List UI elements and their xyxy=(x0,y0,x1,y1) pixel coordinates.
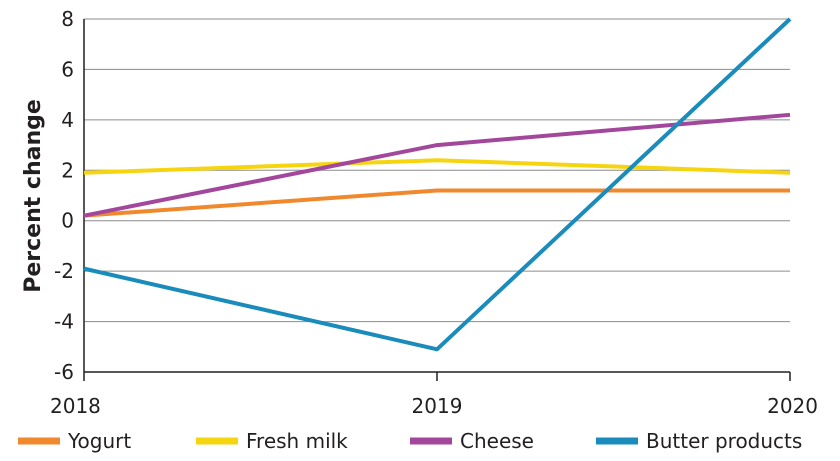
series-line-cheese xyxy=(83,112,791,218)
legend-label-yogurt: Yogurt xyxy=(67,429,131,453)
series-line-butter-products xyxy=(83,17,792,352)
series-line-yogurt xyxy=(83,188,790,218)
legend-label-cheese: Cheese xyxy=(460,429,534,453)
y-tick-label: 4 xyxy=(61,108,74,132)
series-lines xyxy=(83,17,792,352)
x-tick-label: 2018 xyxy=(50,394,101,418)
y-tick-label: 2 xyxy=(61,158,74,182)
y-tick-label: 6 xyxy=(61,57,74,81)
legend-label-butter-products: Butter products xyxy=(646,429,802,453)
x-tick-label: 2020 xyxy=(767,394,818,418)
x-tick-label: 2019 xyxy=(412,394,463,418)
y-axis-label: Percent change xyxy=(21,99,46,293)
legend: Yogurt Fresh milk Cheese Butter products xyxy=(18,429,802,453)
y-tick-label: 8 xyxy=(61,7,74,31)
y-tick-label: -6 xyxy=(54,360,74,384)
tick-labels: -6 -4 -2 0 2 4 6 8 2018 2019 2020 xyxy=(50,7,818,418)
axes xyxy=(83,19,791,381)
legend-label-fresh-milk: Fresh milk xyxy=(246,429,348,453)
series-line-fresh-milk xyxy=(83,158,791,175)
y-tick-label: 0 xyxy=(61,209,74,233)
y-tick-label: -4 xyxy=(54,310,74,334)
y-tick-label: -2 xyxy=(54,259,74,283)
